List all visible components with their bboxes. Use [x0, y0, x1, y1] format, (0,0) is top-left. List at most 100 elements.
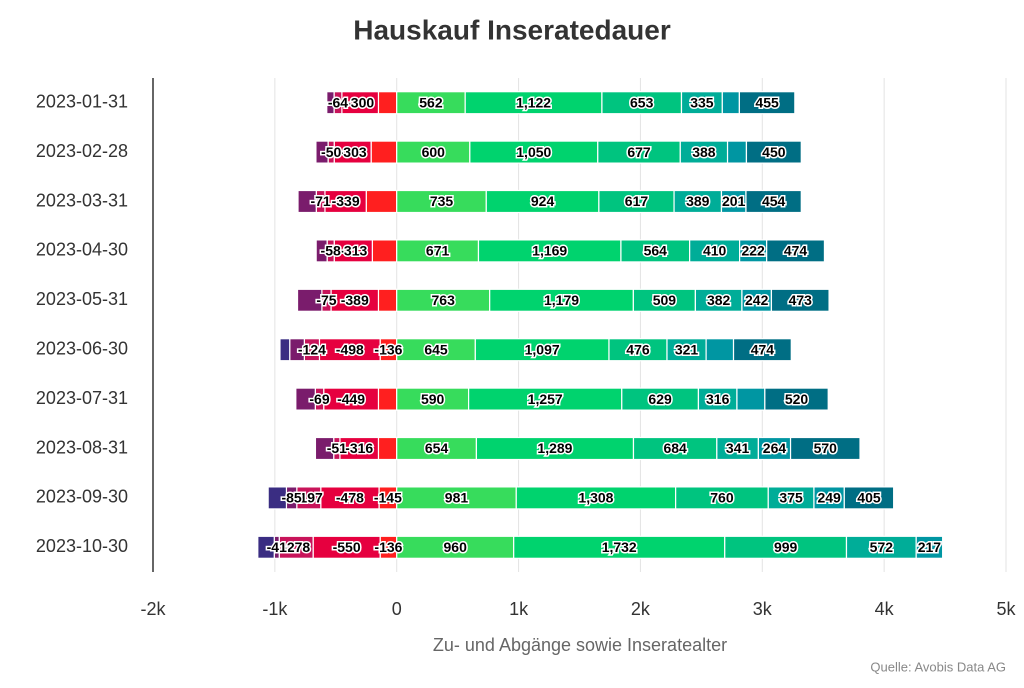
y-tick-label: 2023-06-30 — [36, 338, 128, 358]
data-label: -51 — [327, 440, 347, 456]
data-label: -85 — [281, 490, 301, 506]
data-label: 341 — [726, 440, 750, 456]
y-tick-label: 2023-10-30 — [36, 536, 128, 556]
data-label: 999 — [774, 539, 798, 555]
data-label: 1,179 — [544, 292, 579, 308]
data-label: -300 — [346, 94, 374, 110]
data-label: -136 — [374, 341, 402, 357]
bar-segment — [315, 140, 329, 164]
data-label: -124 — [298, 341, 326, 357]
data-label: 321 — [675, 341, 699, 357]
data-label: -75 — [316, 292, 336, 308]
bar-segment — [726, 140, 748, 164]
bar-segment — [326, 91, 335, 115]
data-label: 1,308 — [578, 490, 613, 506]
data-label: 617 — [625, 193, 649, 209]
bar-segment — [370, 140, 398, 164]
bar-segment — [257, 535, 275, 559]
data-label: -58 — [321, 243, 341, 259]
data-label: -339 — [332, 193, 360, 209]
data-label: 222 — [741, 243, 765, 259]
y-tick-label: 2023-03-31 — [36, 190, 128, 210]
bar-segment — [314, 436, 335, 461]
bar-segment — [296, 288, 323, 312]
data-label: -498 — [336, 341, 364, 357]
data-label: 590 — [421, 391, 445, 407]
x-tick-label: 1k — [509, 599, 529, 619]
bar-segment — [764, 387, 829, 411]
data-label: 335 — [690, 94, 714, 110]
y-tick-label: 2023-01-31 — [36, 91, 128, 111]
data-label: 572 — [870, 539, 894, 555]
data-label: 760 — [710, 490, 734, 506]
data-label: 763 — [432, 292, 456, 308]
data-label: -478 — [336, 490, 364, 506]
bar-segment — [789, 436, 861, 461]
bar-segment — [371, 239, 398, 263]
data-label: 242 — [745, 292, 769, 308]
data-label: 450 — [762, 144, 786, 160]
bar-segment — [738, 91, 796, 115]
data-label: 520 — [785, 391, 809, 407]
bar-segment — [732, 338, 792, 362]
bar-segment — [377, 387, 398, 411]
y-tick-label: 2023-05-31 — [36, 289, 128, 309]
y-tick-label: 2023-09-30 — [36, 487, 128, 507]
data-label: 389 — [686, 193, 710, 209]
bar-segment — [377, 436, 398, 461]
data-label: -136 — [374, 539, 402, 555]
data-label: 960 — [444, 539, 468, 555]
data-label: 684 — [663, 440, 687, 456]
bar-segment — [705, 338, 735, 362]
data-label: 671 — [426, 243, 450, 259]
data-label: -389 — [341, 292, 369, 308]
data-label: 1,169 — [532, 243, 567, 259]
x-axis-title: Zu- und Abgänge sowie Inseratealter — [433, 635, 727, 655]
x-tick-label: -1k — [262, 599, 288, 619]
data-label: 1,122 — [516, 94, 551, 110]
data-label: 654 — [425, 440, 449, 456]
data-label: -278 — [282, 539, 310, 555]
y-tick-label: 2023-04-30 — [36, 240, 128, 260]
x-tick-label: 0 — [392, 599, 402, 619]
data-label: 981 — [445, 490, 469, 506]
data-label: -50 — [321, 144, 341, 160]
data-label: 1,097 — [525, 341, 560, 357]
data-label: 375 — [779, 490, 803, 506]
data-label: 600 — [422, 144, 446, 160]
data-label: -145 — [374, 490, 402, 506]
bar-segment — [315, 239, 328, 263]
bar-segment — [766, 239, 826, 263]
bar-segment — [745, 189, 802, 214]
data-label: 1,732 — [602, 539, 637, 555]
bar-segment — [745, 140, 802, 164]
data-label: 924 — [531, 193, 555, 209]
data-label: 562 — [419, 94, 443, 110]
data-label: 653 — [630, 94, 654, 110]
data-label: 645 — [424, 341, 448, 357]
data-label: 677 — [627, 144, 651, 160]
data-label: 454 — [762, 193, 786, 209]
bar-segment — [843, 486, 895, 510]
bar-segment — [279, 338, 291, 362]
data-label: 264 — [763, 440, 787, 456]
bar-segment — [295, 387, 316, 411]
y-tick-label: 2023-02-28 — [36, 141, 128, 161]
data-label: -316 — [345, 440, 373, 456]
data-label: 474 — [751, 341, 775, 357]
data-label: -313 — [339, 243, 367, 259]
data-label: 509 — [653, 292, 677, 308]
data-label: 474 — [784, 243, 808, 259]
chart-title: Hauskauf Inseratedauer — [353, 14, 671, 45]
data-label: -69 — [309, 391, 329, 407]
data-label: -64 — [328, 94, 348, 110]
data-label: 388 — [692, 144, 716, 160]
source-note: Quelle: Avobis Data AG — [870, 659, 1006, 674]
data-label: 410 — [703, 243, 727, 259]
data-label: 455 — [755, 94, 779, 110]
data-label: 564 — [644, 243, 668, 259]
bar-segment — [377, 91, 398, 115]
bar-segment — [915, 535, 944, 559]
data-label: 201 — [722, 193, 746, 209]
